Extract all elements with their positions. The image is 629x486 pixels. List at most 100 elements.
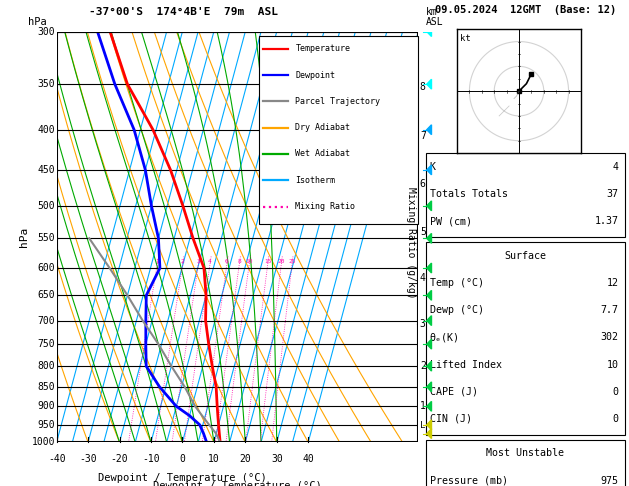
Polygon shape	[426, 233, 431, 243]
Text: Lifted Index: Lifted Index	[430, 360, 502, 369]
Text: 15: 15	[264, 259, 271, 263]
Text: Most Unstable: Most Unstable	[486, 449, 564, 458]
Text: Mixing Ratio: Mixing Ratio	[296, 202, 355, 211]
Text: Dewpoint / Temperature (°C): Dewpoint / Temperature (°C)	[98, 473, 267, 483]
Text: 650: 650	[37, 290, 55, 300]
Text: 950: 950	[37, 420, 55, 430]
Text: Dewp (°C): Dewp (°C)	[430, 305, 484, 315]
Text: Temperature: Temperature	[296, 44, 350, 53]
Text: 3: 3	[196, 259, 200, 263]
FancyBboxPatch shape	[426, 440, 625, 486]
Text: 0: 0	[613, 387, 619, 397]
Text: 37: 37	[606, 189, 619, 199]
Text: CIN (J): CIN (J)	[430, 414, 472, 424]
Text: 20: 20	[240, 454, 251, 464]
Polygon shape	[426, 401, 431, 411]
Text: hPa: hPa	[28, 17, 47, 28]
Polygon shape	[426, 382, 431, 392]
Polygon shape	[426, 27, 431, 36]
Text: 40: 40	[303, 454, 314, 464]
Text: 0: 0	[179, 454, 186, 464]
Text: 900: 900	[37, 401, 55, 411]
Polygon shape	[426, 263, 431, 273]
Text: Temp (°C): Temp (°C)	[430, 278, 484, 288]
Text: 5: 5	[420, 227, 426, 237]
Text: 7.7: 7.7	[601, 305, 619, 315]
Text: 20: 20	[277, 259, 285, 263]
Text: 302: 302	[601, 332, 619, 342]
Text: 500: 500	[37, 201, 55, 211]
Text: CAPE (J): CAPE (J)	[430, 387, 478, 397]
Text: 450: 450	[37, 165, 55, 175]
Text: 750: 750	[37, 339, 55, 349]
Polygon shape	[426, 201, 431, 211]
Text: -20: -20	[111, 454, 128, 464]
Text: 10: 10	[245, 259, 253, 263]
Text: -40: -40	[48, 454, 65, 464]
Text: 8: 8	[237, 259, 241, 263]
FancyBboxPatch shape	[426, 242, 625, 435]
Polygon shape	[426, 429, 431, 438]
Text: LCL: LCL	[420, 421, 436, 430]
Text: 600: 600	[37, 263, 55, 273]
Text: Surface: Surface	[504, 251, 546, 260]
Text: 10: 10	[208, 454, 220, 464]
Text: Mixing Ratio (g/kg): Mixing Ratio (g/kg)	[406, 187, 416, 299]
Text: K: K	[430, 162, 436, 172]
Text: 1.37: 1.37	[594, 216, 619, 226]
Text: Dry Adiabat: Dry Adiabat	[296, 123, 350, 132]
Polygon shape	[426, 125, 431, 135]
Text: 400: 400	[37, 125, 55, 135]
FancyBboxPatch shape	[259, 35, 418, 224]
Text: Dewpoint: Dewpoint	[296, 70, 335, 80]
Text: 700: 700	[37, 315, 55, 326]
Text: 2: 2	[181, 259, 184, 263]
Text: km
ASL: km ASL	[425, 7, 443, 28]
Text: 30: 30	[271, 454, 282, 464]
Text: Dewpoint / Temperature (°C): Dewpoint / Temperature (°C)	[153, 481, 322, 486]
Text: 09.05.2024  12GMT  (Base: 12): 09.05.2024 12GMT (Base: 12)	[435, 5, 616, 15]
Text: Wet Adiabat: Wet Adiabat	[296, 150, 350, 158]
Text: 800: 800	[37, 361, 55, 371]
Text: PW (cm): PW (cm)	[430, 216, 472, 226]
Text: 12: 12	[606, 278, 619, 288]
Text: 2: 2	[420, 361, 426, 371]
Text: 0: 0	[613, 414, 619, 424]
Text: 850: 850	[37, 382, 55, 392]
Text: 1: 1	[420, 401, 426, 411]
Polygon shape	[426, 361, 431, 371]
Text: Pressure (mb): Pressure (mb)	[430, 476, 508, 486]
Text: 4: 4	[420, 273, 426, 282]
Polygon shape	[426, 420, 431, 430]
Text: kt: kt	[460, 34, 470, 43]
Text: 1000: 1000	[31, 437, 55, 447]
Text: 4: 4	[208, 259, 212, 263]
Text: Totals Totals: Totals Totals	[430, 189, 508, 199]
Text: Isotherm: Isotherm	[296, 176, 335, 185]
FancyBboxPatch shape	[426, 153, 625, 237]
Text: 3: 3	[420, 318, 426, 329]
Polygon shape	[426, 165, 431, 175]
Polygon shape	[426, 291, 431, 300]
Text: 10: 10	[606, 360, 619, 369]
Text: -37°00'S  174°4B'E  79m  ASL: -37°00'S 174°4B'E 79m ASL	[89, 7, 277, 17]
Polygon shape	[426, 316, 431, 326]
Text: 350: 350	[37, 79, 55, 89]
Text: 4: 4	[613, 162, 619, 172]
Text: 6: 6	[225, 259, 228, 263]
Text: 25: 25	[288, 259, 296, 263]
Text: 550: 550	[37, 233, 55, 243]
Text: 300: 300	[37, 27, 55, 36]
Text: 7: 7	[420, 132, 426, 141]
Text: 8: 8	[420, 82, 426, 92]
Text: hPa: hPa	[19, 227, 29, 247]
Polygon shape	[426, 339, 431, 349]
Text: -30: -30	[79, 454, 97, 464]
Text: 1: 1	[155, 259, 159, 263]
Text: 975: 975	[601, 476, 619, 486]
Text: 6: 6	[420, 179, 426, 189]
Text: © weatheronline.co.uk: © weatheronline.co.uk	[469, 472, 582, 481]
Text: Parcel Trajectory: Parcel Trajectory	[296, 97, 381, 106]
Text: -10: -10	[142, 454, 160, 464]
Polygon shape	[426, 79, 431, 89]
